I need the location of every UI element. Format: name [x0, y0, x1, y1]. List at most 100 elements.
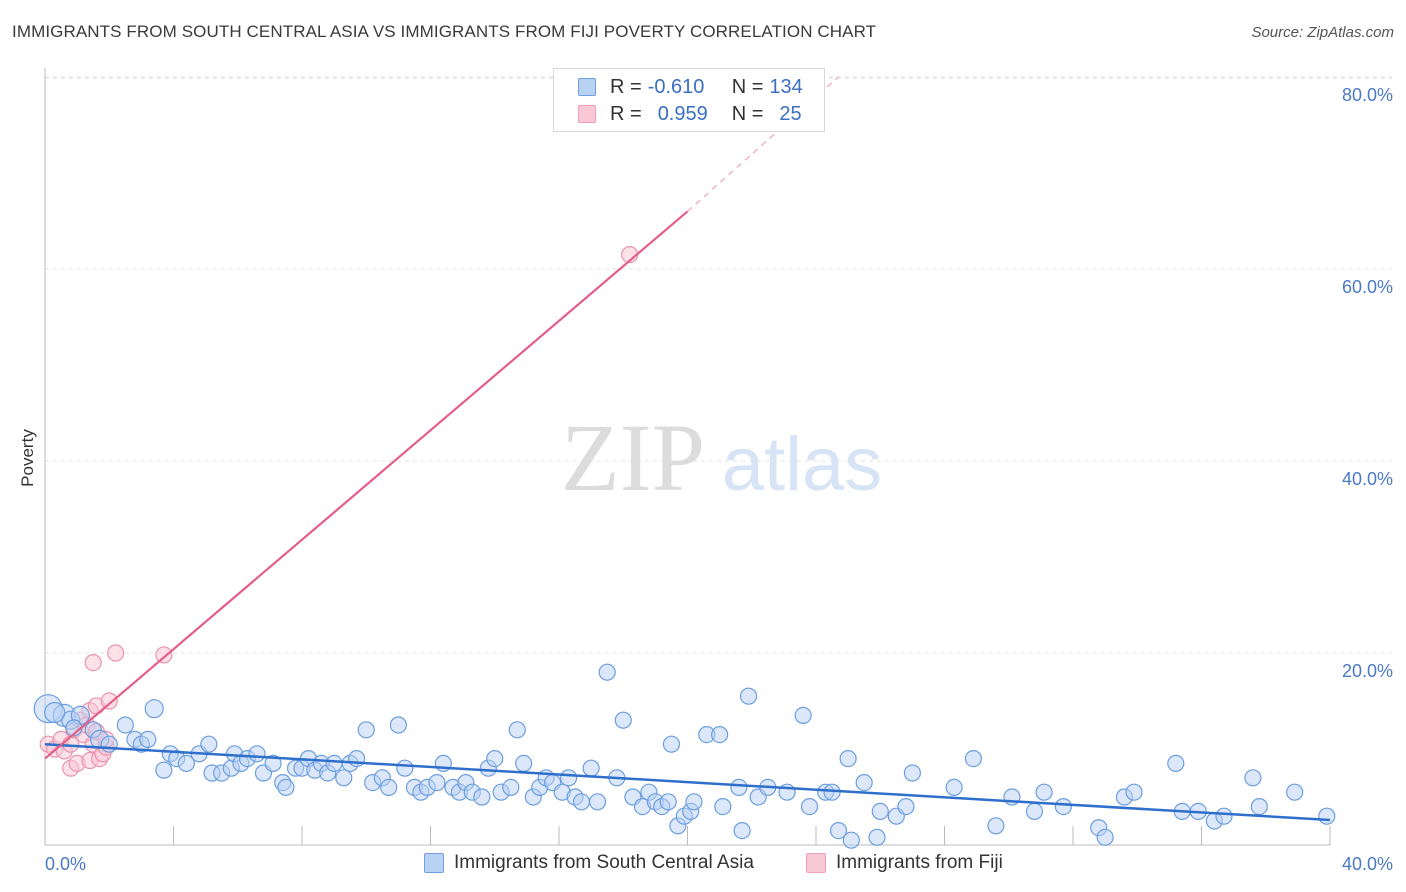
south-central-asia-point	[264, 754, 282, 773]
south-central-asia-point	[508, 721, 526, 739]
legend-r-value: 0.959	[657, 102, 708, 125]
trend-line-south-central-asia	[44, 742, 1331, 822]
south-central-asia-point	[177, 754, 195, 773]
south-central-asia-point	[1125, 783, 1143, 801]
south-central-asia-point	[1167, 754, 1185, 773]
south-central-asia-point	[1035, 783, 1053, 801]
bottom-legend-swatch-blue	[424, 853, 444, 873]
south-central-asia-point	[945, 778, 963, 797]
south-central-asia-point	[116, 716, 134, 734]
south-central-asia-point	[144, 699, 164, 719]
south-central-asia-point	[335, 769, 353, 787]
south-central-asia-point	[560, 769, 578, 787]
south-central-asia-point	[839, 749, 857, 768]
trend-line-fiji	[44, 210, 689, 760]
south-central-asia-point	[380, 778, 398, 797]
south-central-asia-point	[659, 793, 677, 811]
south-central-asia-point	[389, 716, 407, 734]
south-central-asia-point	[733, 821, 751, 840]
south-central-asia-point	[428, 773, 446, 792]
y-tick-label: 20.0%	[1342, 661, 1393, 681]
south-central-asia-point	[572, 793, 591, 811]
south-central-asia-point	[662, 735, 681, 753]
south-central-asia-point	[794, 706, 812, 725]
south-central-asia-point	[1054, 797, 1072, 816]
series-south-central-asia-points	[33, 663, 1336, 849]
south-central-asia-point	[44, 701, 66, 724]
legend-r-label: R =	[610, 102, 642, 125]
bottom-legend-pink: Immigrants from Fiji	[806, 852, 1003, 874]
gridlines	[45, 76, 1392, 654]
south-central-asia-point	[1025, 802, 1044, 821]
y-tick-label: 80.0%	[1342, 85, 1393, 105]
south-central-asia-point	[277, 778, 295, 797]
south-central-asia-point	[685, 793, 703, 811]
y-tick-label: 60.0%	[1342, 277, 1393, 297]
fiji-point	[100, 692, 118, 710]
south-central-asia-point	[139, 730, 157, 749]
fiji-point	[155, 646, 173, 664]
south-central-asia-point	[200, 735, 218, 753]
legend-r-value: -0.610	[647, 75, 705, 98]
y-axis-label: Poverty	[18, 429, 37, 487]
south-central-asia-point	[897, 797, 915, 816]
bottom-legend-label-pink: Immigrants from Fiji	[836, 852, 1003, 873]
south-central-asia-point	[614, 711, 632, 729]
legend-swatch-blue	[578, 78, 596, 96]
south-central-asia-point	[964, 749, 983, 768]
series-fiji-points	[39, 246, 639, 777]
south-central-asia-point	[473, 788, 491, 806]
x-tick-label: 0.0%	[45, 854, 86, 874]
south-central-asia-point	[486, 749, 504, 768]
south-central-asia-point	[871, 802, 889, 821]
south-central-asia-point	[829, 821, 848, 840]
legend-r-label: R =	[610, 75, 642, 98]
south-central-asia-point	[800, 797, 819, 816]
south-central-asia-point	[868, 828, 886, 846]
south-central-asia-point	[711, 725, 729, 744]
south-central-asia-point	[1250, 797, 1268, 816]
south-central-asia-point	[714, 797, 732, 816]
bottom-legend-label-blue: Immigrants from South Central Asia	[454, 852, 754, 873]
watermark-atlas: atlas	[722, 422, 883, 507]
south-central-asia-point	[730, 778, 748, 797]
legend-n-label: N =	[731, 75, 764, 98]
fiji-point	[107, 644, 125, 662]
south-central-asia-point	[502, 778, 520, 797]
south-central-asia-point	[598, 663, 616, 681]
fiji-point	[84, 653, 102, 672]
south-central-asia-point	[357, 721, 375, 739]
south-central-asia-point	[515, 754, 533, 773]
south-central-asia-point	[1096, 828, 1114, 846]
legend-n-label: N =	[731, 102, 764, 125]
stats-legend: R = -0.610 N = 134 R = 0.959 N = 25	[553, 68, 825, 132]
south-central-asia-point	[1318, 807, 1336, 825]
south-central-asia-point	[842, 831, 860, 849]
south-central-asia-point	[903, 764, 921, 782]
south-central-asia-point	[1286, 783, 1304, 801]
south-central-asia-point	[588, 793, 607, 811]
south-central-asia-point	[100, 735, 118, 753]
y-tick-labels: 20.0% 40.0% 60.0% 80.0%	[1342, 85, 1393, 681]
legend-swatch-pink	[578, 105, 596, 123]
x-tick-labels: 0.0% 40.0%	[45, 854, 1393, 874]
south-central-asia-point	[739, 687, 758, 705]
bottom-legend-blue: Immigrants from South Central Asia	[424, 852, 754, 874]
legend-row-blue: R = -0.610 N = 134	[578, 74, 803, 100]
y-tick-label: 40.0%	[1342, 469, 1393, 489]
watermark-zip: ZIP	[561, 404, 705, 511]
south-central-asia-point	[1244, 769, 1262, 787]
legend-n-value: 134	[769, 75, 803, 98]
chart-title: IMMIGRANTS FROM SOUTH CENTRAL ASIA VS IM…	[12, 22, 877, 41]
south-central-asia-point	[348, 749, 366, 768]
south-central-asia-point	[396, 759, 414, 777]
south-central-asia-point	[987, 817, 1005, 835]
south-central-asia-point	[582, 759, 600, 777]
legend-n-value: 25	[779, 102, 802, 125]
bottom-legend-swatch-pink	[806, 853, 826, 873]
legend-row-pink: R = 0.959 N = 25	[578, 101, 802, 127]
x-tick-label: 40.0%	[1342, 854, 1393, 874]
chart-source: Source: ZipAtlas.com	[1251, 24, 1394, 41]
south-central-asia-point	[325, 754, 343, 773]
